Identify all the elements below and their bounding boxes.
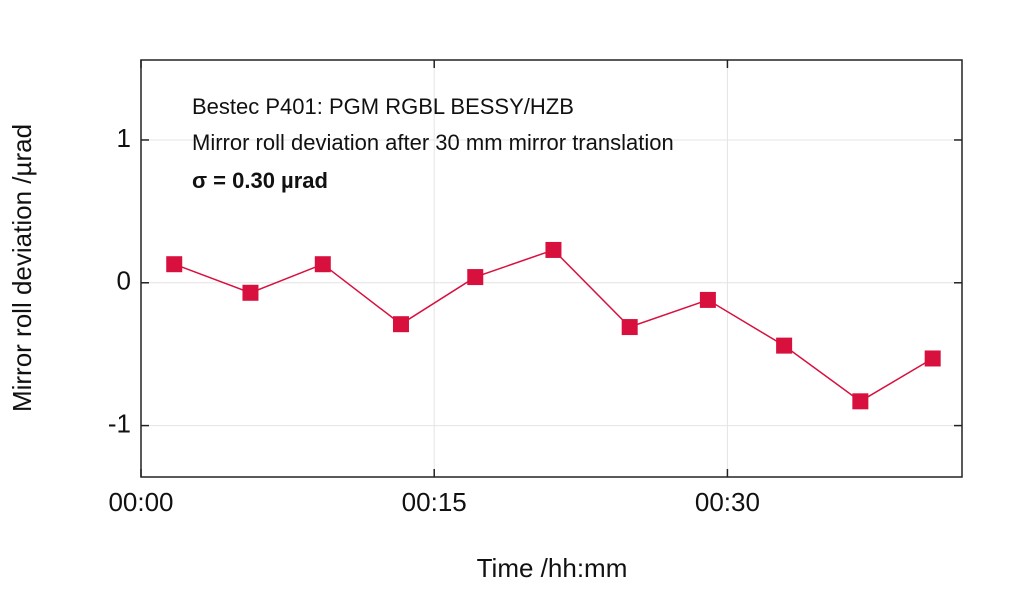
- x-tick-label: 00:15: [402, 487, 467, 517]
- point-marker: [467, 269, 484, 286]
- series-line: [173, 249, 934, 403]
- point-marker: [776, 337, 793, 354]
- point-marker: [545, 241, 562, 258]
- point-marker: [166, 256, 183, 273]
- point-marker: [924, 350, 941, 367]
- y-tick-label: 0: [117, 266, 131, 296]
- point-marker: [392, 316, 409, 333]
- y-tick-label: 1: [117, 123, 131, 153]
- y-tick-label: -1: [108, 408, 131, 438]
- annotation: σ = 0.30 µrad: [192, 168, 328, 193]
- annotation: Bestec P401: PGM RGBL BESSY/HZB: [192, 94, 574, 119]
- point-marker: [699, 291, 716, 308]
- x-tick-label: 00:30: [695, 487, 760, 517]
- x-axis-label: Time /hh:mm: [477, 553, 628, 583]
- point-marker: [621, 319, 638, 336]
- point-marker: [314, 256, 331, 273]
- x-tick-label: 00:00: [108, 487, 173, 517]
- annotation: Mirror roll deviation after 30 mm mirror…: [192, 130, 674, 155]
- plot-frame: [140, 59, 963, 478]
- y-axis-label: Mirror roll deviation /µrad: [7, 124, 37, 412]
- point-marker: [852, 393, 869, 410]
- point-marker: [242, 284, 259, 301]
